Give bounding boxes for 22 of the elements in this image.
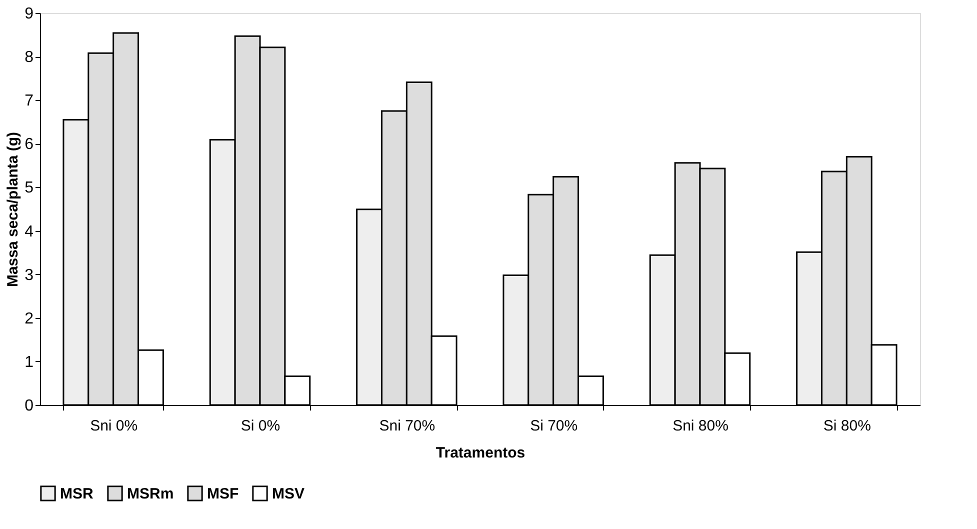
x-axis-title: Tratamentos [436,444,526,462]
y-tick-label: 4 [24,223,34,240]
y-tick-label: 6 [24,136,34,154]
legend-label: MSV [272,485,305,502]
y-tick-label: 3 [24,266,34,284]
legend-label: MSRm [127,485,174,502]
x-tick-label: Sni 0% [90,418,138,434]
y-tick-label: 5 [24,180,34,197]
x-tick-label: Sni 70% [379,418,436,434]
x-tick-label: Si 70% [530,418,578,434]
y-tick-label: 0 [24,398,34,414]
y-tick-label: 9 [24,6,34,22]
y-tick-label: 1 [24,354,34,371]
legend-label: MSR [60,485,94,502]
y-tick-label: 8 [24,49,34,66]
y-axis-title: Massa seca/planta (g) [4,132,22,288]
x-tick-label: Si 80% [823,418,871,434]
x-tick-label: Si 0% [240,418,280,434]
y-tick-label: 7 [24,92,34,110]
y-tick-label: 2 [24,310,34,328]
x-tick-label: Sni 80% [672,418,728,434]
legend-label: MSF [207,485,239,502]
